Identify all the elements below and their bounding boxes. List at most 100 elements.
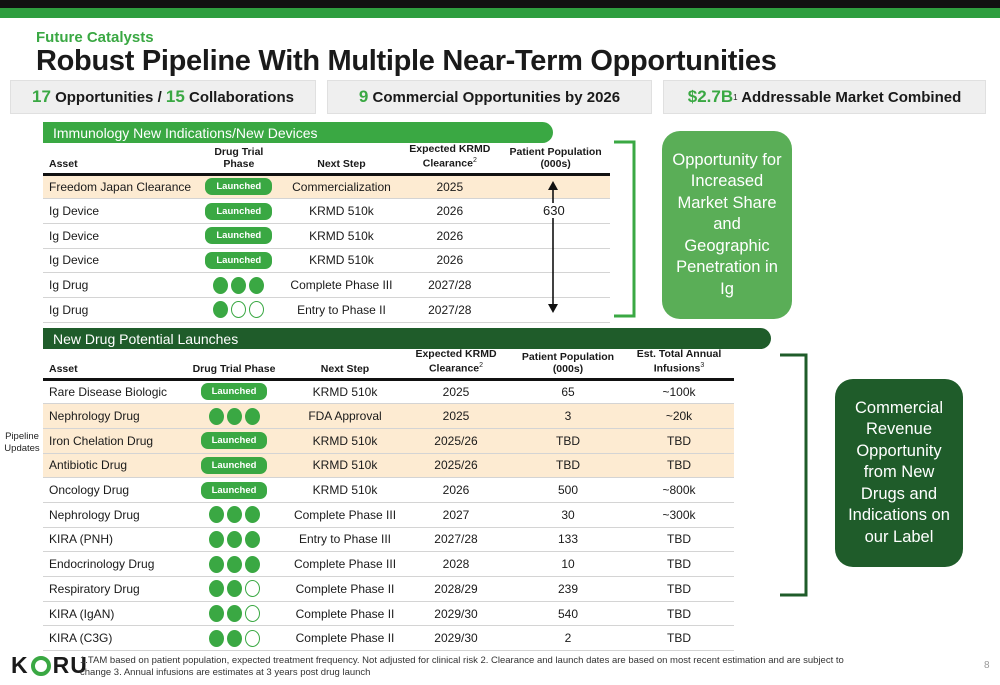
cell-next-step: KRMD 510k [284, 223, 399, 249]
cell-infusions: ~300k [624, 502, 734, 528]
cell-next-step: Entry to Phase III [290, 527, 400, 553]
launched-badge: Launched [205, 251, 273, 269]
cell-clearance: 2025 [398, 174, 502, 200]
pipeline-updates-note: Pipeline Updates [4, 431, 40, 454]
bracket-new-drug [780, 353, 808, 597]
phase-dot-empty-icon [231, 301, 247, 319]
stat-opportunities-count: 17 [31, 87, 51, 106]
cell-asset: KIRA (IgAN) [43, 601, 178, 627]
cell-population: 30 [512, 502, 624, 528]
stat-opportunities: 17 Opportunities / 15 Collaborations [10, 80, 316, 114]
cell-phase: Launched [193, 174, 285, 200]
cell-clearance: 2027/28 [398, 272, 502, 298]
cell-next-step: KRMD 510k [290, 379, 400, 405]
cell-clearance: 2026 [400, 477, 512, 503]
population-span-arrow [548, 181, 558, 313]
cell-next-step: KRMD 510k [284, 198, 399, 224]
launched-badge: Launched [205, 202, 273, 220]
phase-dot-filled-icon [244, 530, 260, 548]
cell-phase: Launched [178, 379, 290, 405]
cell-asset: Antibiotic Drug [43, 453, 178, 479]
cell-clearance: 2026 [398, 198, 502, 224]
table-row: Oncology Drug Launched KRMD 510k 2026 500 ~80… [43, 477, 734, 503]
table-row: Freedom Japan Clearance Launched Commercia… [43, 174, 610, 200]
cell-phase: Launched [178, 453, 290, 479]
cell-infusions: TBD [624, 576, 734, 602]
col-infusions-footnote: 3 [700, 362, 705, 369]
phase-dot-filled-icon [244, 407, 260, 425]
phase-dot-filled-icon [213, 301, 229, 319]
cell-next-step: Complete Phase III [290, 551, 400, 577]
cell-clearance: 2028 [400, 551, 512, 577]
stat-market-footnote: 1 [733, 92, 738, 102]
cell-infusions: TBD [624, 551, 734, 577]
cell-asset: Ig Device [43, 198, 194, 224]
table-row: Antibiotic Drug Launched KRMD 510k 2025/26 T… [43, 453, 734, 479]
cell-population: 3 [512, 403, 624, 429]
cell-population: 2 [512, 625, 624, 652]
col-phase: Drug Trial Phase [214, 145, 264, 170]
phase-dot-filled-icon [208, 580, 224, 598]
col-phase: Drug Trial Phase [192, 362, 276, 375]
cell-infusions: ~20k [624, 403, 734, 429]
launched-badge: Launched [205, 227, 273, 245]
col-clearance-label: Expected KRMD Clearance [415, 348, 497, 375]
phase-progress [208, 530, 260, 548]
phase-dot-filled-icon [226, 407, 242, 425]
cell-infusions: TBD [624, 527, 734, 553]
cell-infusions: TBD [624, 453, 734, 479]
stat-opportunities-text: Opportunities / [50, 88, 166, 106]
phase-dot-filled-icon [208, 530, 224, 548]
callout-market-share: Opportunity for Increased Market Share a… [662, 131, 792, 319]
cell-next-step: Complete Phase II [290, 576, 400, 602]
cell-phase: Launched [193, 198, 285, 224]
launched-badge: Launched [200, 383, 268, 401]
table-row: Ig Drug Entry to Phase II 2027/28 [43, 297, 610, 323]
stat-collaborations-text: Collaborations [184, 88, 295, 106]
top-bar [0, 0, 1000, 8]
cell-asset: Respiratory Drug [43, 576, 178, 602]
phase-progress [208, 605, 260, 623]
cell-population: 500 [512, 477, 624, 503]
cell-phase [178, 403, 290, 429]
phase-dot-filled-icon [226, 605, 242, 623]
cell-clearance: 2025 [400, 403, 512, 429]
col-next-step: Next Step [320, 362, 370, 375]
section-new-drug-title: New Drug Potential Launches [43, 328, 771, 349]
section-immunology-title: Immunology New Indications/New Devices [43, 122, 553, 143]
table-row: Iron Chelation Drug Launched KRMD 510k 2025… [43, 428, 734, 454]
cell-next-step: KRMD 510k [290, 477, 400, 503]
col-clearance: Expected KRMD Clearance2 [400, 348, 512, 379]
cell-clearance: 2026 [398, 248, 502, 274]
koru-logo: K RU [11, 652, 88, 679]
phase-progress [208, 629, 260, 647]
col-infusions-label: Est. Total Annual Infusions [636, 348, 722, 375]
bracket-immunology [614, 140, 636, 318]
cell-asset: Nephrology Drug [43, 403, 178, 429]
cell-asset: Ig Device [43, 223, 194, 249]
cell-asset: Ig Device [43, 248, 194, 274]
cell-population: TBD [512, 453, 624, 479]
table-row: Nephrology Drug Complete Phase III 2027 30 ~… [43, 502, 734, 528]
phase-dot-filled-icon [226, 506, 242, 524]
cell-asset: Freedom Japan Clearance [43, 174, 194, 200]
col-clearance: Expected KRMD Clearance2 [398, 143, 501, 174]
page-kicker: Future Catalysts [36, 29, 154, 46]
stat-commercial-text: Commercial Opportunities by 2026 [368, 88, 621, 106]
table-row: Nephrology Drug FDA Approval 2025 3 ~20k [43, 403, 734, 429]
phase-dot-filled-icon [208, 506, 224, 524]
cell-phase [178, 502, 290, 528]
cell-next-step: KRMD 510k [290, 428, 400, 454]
table-row: Endocrinology Drug Complete Phase III 2028… [43, 551, 734, 577]
cell-clearance: 2025/26 [400, 428, 512, 454]
cell-next-step: KRMD 510k [284, 248, 399, 274]
phase-dot-empty-icon [244, 580, 260, 598]
cell-clearance: 2027 [400, 502, 512, 528]
cell-infusions: ~100k [624, 379, 734, 405]
col-population: Patient Population (000s) [509, 145, 602, 170]
cell-asset: Rare Disease Biologic [43, 379, 178, 405]
table-row: Ig Device Launched KRMD 510k 2026 [43, 223, 610, 249]
phase-dot-empty-icon [249, 301, 265, 319]
top-accent-bar [0, 8, 1000, 18]
cell-clearance: 2029/30 [400, 601, 512, 627]
